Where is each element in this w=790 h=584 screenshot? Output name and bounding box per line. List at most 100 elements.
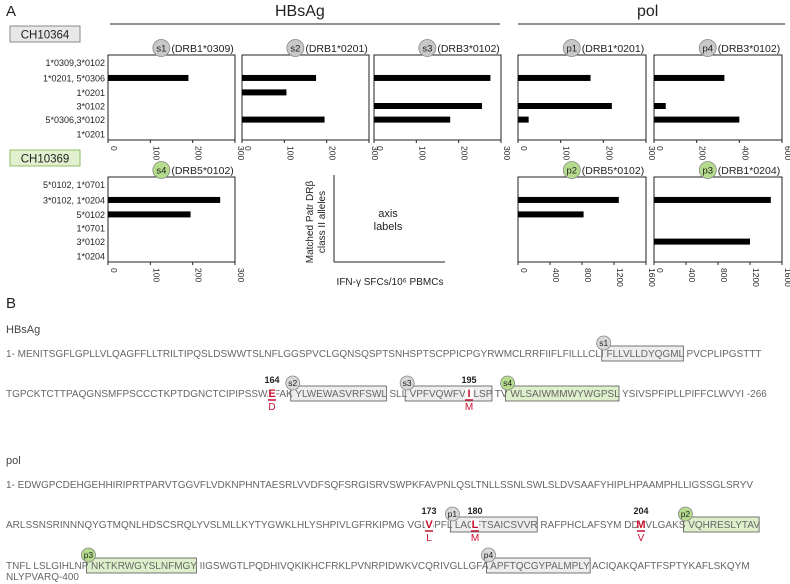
patient-id: CH10364: [21, 30, 70, 42]
x-tick-label: 1200: [615, 268, 625, 287]
bar: [654, 238, 750, 245]
allele-label: (DRB1*0201): [305, 43, 367, 55]
x-tick-label: 800: [719, 268, 729, 282]
mutation-position: 204: [633, 506, 648, 516]
patient-box: [9, 149, 81, 167]
epitope-marker-s1: [596, 335, 612, 351]
bar: [518, 74, 591, 81]
category-label: 1*0204: [76, 252, 105, 262]
x-tick-label: 400: [687, 268, 697, 282]
epitope-box-s1: [601, 345, 684, 362]
epitope-marker-label: p3: [84, 550, 94, 560]
epitope-badge-label: s2: [290, 44, 300, 55]
x-tick-label: 0: [519, 146, 529, 151]
x-tick-label: 600: [783, 146, 790, 160]
epitope-badge: [562, 161, 581, 179]
mutation-mask: [637, 519, 645, 530]
bar-panel-p4: p4 (DRB3*0102) 0 200 400 600: [653, 39, 790, 160]
x-tick-label: 100: [285, 146, 295, 160]
legend-ylabel-line1: Matched Patr DRβ: [305, 181, 316, 264]
category-label: 1*0701: [76, 224, 105, 234]
bar: [518, 211, 584, 218]
panel-b-label: B: [6, 295, 16, 312]
epitope-marker-label: s3: [403, 378, 412, 388]
allele-label: (DRB1*0204): [718, 165, 780, 177]
mutation-mask: [425, 519, 433, 530]
bar-panel-p2: p2 (DRB5*0102) 0 400 800 1200 1600: [517, 161, 657, 287]
mutation-mask: [465, 388, 473, 399]
epitope-badge: [698, 161, 717, 179]
category-label: 5*0102: [76, 210, 105, 220]
x-tick-label: 0: [243, 146, 253, 151]
category-label: 1*0201: [76, 130, 105, 140]
category-label: 5*0306,3*0102: [45, 115, 105, 125]
bar: [108, 74, 189, 81]
panel-frame: [107, 176, 236, 263]
epitope-badge-label: p4: [702, 44, 713, 55]
legend-xlabel: IFN-γ SFCs/10⁶ PBMCs: [337, 277, 444, 288]
bar: [654, 74, 725, 81]
x-tick-label: 100: [151, 146, 161, 160]
x-tick-label: 200: [604, 146, 614, 160]
panel-frame: [517, 176, 647, 263]
epitope-badge-label: s4: [156, 166, 166, 177]
mutation-wildtype: V: [425, 519, 433, 531]
mutation-mask: [471, 519, 479, 530]
x-tick-label: 200: [194, 268, 204, 282]
epitope-marker-s2: [285, 375, 301, 391]
mutation-variant: M: [465, 402, 473, 413]
mutation-mask: [268, 388, 276, 399]
patient-id: CH10369: [21, 154, 70, 166]
mutation-173: 173 VL: [421, 506, 436, 544]
panel-a-label: A: [6, 3, 16, 20]
mutation-195: 195 IM: [461, 375, 476, 413]
allele-label: (DRB3*0102): [718, 43, 780, 55]
sequence-text: NLYPVARQ-400: [6, 572, 79, 583]
sequence-text: TGPCKTCTTPAQGNSMFPSCCCTKPTDGNCTCIPIPSSWA…: [6, 389, 767, 400]
epitope-marker-s3: [399, 375, 415, 391]
epitope-marker-s4: [500, 375, 515, 391]
bar-panel-p1: p1 (DRB1*0201) 0 100 200 300: [517, 39, 657, 160]
bar-panel-s4: s4 (DRB5*0102) 5*0102, 1*0701 3*0102, 1*020…: [43, 161, 246, 282]
x-tick-label: 800: [583, 268, 593, 282]
mutation-variant: V: [638, 533, 645, 544]
bar: [108, 211, 191, 218]
epitope-marker-label: p4: [484, 550, 494, 560]
mutation-wildtype: E: [268, 388, 275, 400]
epitope-box-s4: [505, 385, 620, 402]
x-tick-label: 0: [655, 146, 665, 151]
bar-panel-s3: s3 (DRB3*0102) 0 100 200 300: [373, 39, 512, 160]
epitope-box-p4: [486, 557, 591, 574]
epitope-badge-label: p3: [702, 166, 713, 177]
epitope-marker-p1: [445, 506, 460, 522]
bar-panel-s2: s2 (DRB1*0201) 0 100 200 300: [241, 39, 380, 160]
epitope-marker-p4: [481, 547, 496, 563]
mutation-position: 164: [264, 375, 279, 385]
hbsag-section-label: HBsAg: [6, 324, 40, 336]
category-label: 1*0201: [76, 88, 105, 98]
mutation-variant: M: [471, 533, 479, 544]
epitope-marker-label: s1: [599, 338, 608, 348]
bar: [242, 74, 317, 81]
category-label: 3*0102: [76, 237, 105, 247]
epitope-badge: [286, 39, 305, 57]
allele-label: (DRB3*0102): [437, 43, 499, 55]
pol-section-label: pol: [6, 455, 21, 467]
epitope-marker-label: s2: [288, 378, 297, 388]
epitope-badge: [152, 161, 171, 179]
patient-box: [9, 25, 81, 43]
x-tick-label: 400: [740, 146, 750, 160]
allele-label: (DRB5*0102): [171, 165, 233, 177]
legend-center-line2: labels: [374, 221, 403, 233]
x-tick-label: 1200: [751, 268, 761, 287]
legend-center-line1: axis: [378, 208, 398, 220]
x-tick-label: 0: [375, 146, 385, 151]
bar: [654, 103, 666, 109]
sequence-text: 1- EDWGPCDEHGEHHIRIPRTPARVTGGVFLVDKNPHNT…: [6, 480, 753, 491]
epitope-badge-label: s3: [422, 44, 432, 55]
panel-frame: [107, 54, 236, 141]
x-tick-label: 1600: [783, 268, 790, 287]
mutation-variant: D: [268, 402, 275, 413]
allele-label: (DRB1*0309): [171, 43, 233, 55]
